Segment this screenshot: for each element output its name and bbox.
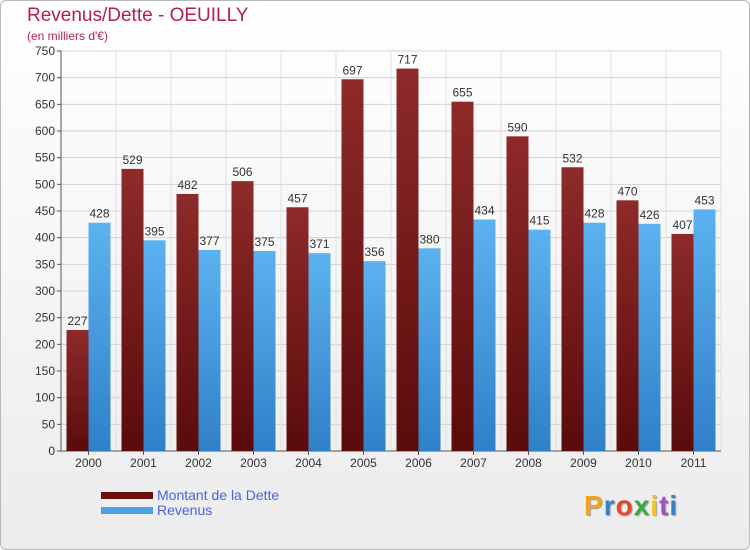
revenue-value-label: 428 — [584, 207, 604, 221]
logo-letter: o — [615, 490, 634, 521]
x-tick-label: 2001 — [130, 456, 157, 470]
y-tick-label: 350 — [35, 257, 55, 271]
x-tick-label: 2009 — [570, 456, 597, 470]
revenue-bar — [528, 229, 551, 451]
chart-title: Revenus/Dette - OEUILLY — [27, 5, 249, 26]
logo-letter: i — [669, 490, 679, 521]
debt-bar — [506, 136, 529, 452]
revenue-bar — [198, 249, 221, 451]
debt-value-label: 697 — [342, 63, 362, 77]
debt-value-label: 717 — [397, 53, 417, 67]
logo-letter: x — [633, 490, 651, 521]
y-tick-label: 450 — [35, 204, 55, 218]
y-tick-label: 100 — [35, 391, 55, 405]
y-tick-label: 50 — [42, 417, 56, 431]
y-tick-label: 0 — [48, 444, 55, 458]
revenue-bar — [363, 261, 386, 451]
logo-letter: r — [603, 490, 616, 521]
debt-bar — [286, 207, 309, 451]
debt-bar — [671, 233, 694, 451]
x-tick-label: 2006 — [405, 456, 432, 470]
debt-bar — [176, 193, 199, 451]
y-tick-label: 500 — [35, 177, 55, 191]
x-tick-label: 2003 — [240, 456, 267, 470]
x-tick-label: 2005 — [350, 456, 377, 470]
revenue-bar — [253, 251, 276, 451]
revenue-value-label: 371 — [309, 237, 329, 251]
debt-bar — [66, 329, 89, 451]
debt-value-label: 532 — [562, 151, 582, 165]
y-tick-label: 300 — [35, 284, 55, 298]
debt-value-label: 506 — [232, 165, 252, 179]
legend-swatch-revenus — [101, 507, 153, 514]
revenue-bar — [88, 222, 111, 451]
debt-bar — [341, 79, 364, 452]
debt-bar — [396, 68, 419, 451]
debt-value-label: 227 — [67, 314, 87, 328]
chart-subtitle: (en milliers d'€) — [27, 29, 108, 43]
logo-letter: P — [584, 490, 604, 521]
x-tick-label: 2004 — [295, 456, 322, 470]
revenue-value-label: 375 — [254, 235, 274, 249]
revenue-bar — [418, 248, 441, 451]
revenue-bar — [143, 240, 166, 451]
debt-value-label: 470 — [617, 184, 637, 198]
debt-value-label: 482 — [177, 178, 197, 192]
x-tick-label: 2008 — [515, 456, 542, 470]
x-tick-label: 2011 — [681, 456, 707, 470]
revenue-value-label: 377 — [199, 234, 219, 248]
debt-bar — [561, 167, 584, 451]
revenue-bar — [308, 253, 331, 451]
y-tick-label: 750 — [35, 44, 55, 58]
x-tick-label: 2010 — [625, 456, 652, 470]
logo-letter: i — [650, 490, 660, 521]
debt-value-label: 457 — [287, 191, 307, 205]
revenue-bar — [473, 219, 496, 451]
y-tick-label: 600 — [35, 124, 55, 138]
y-tick-label: 200 — [35, 337, 55, 351]
x-tick-label: 2007 — [460, 456, 487, 470]
debt-bar — [616, 200, 639, 451]
legend-label-revenus: Revenus — [157, 502, 213, 518]
x-tick-label: 2000 — [75, 456, 102, 470]
revenue-value-label: 356 — [364, 245, 384, 259]
revenue-value-label: 434 — [474, 204, 494, 218]
revenue-bar — [638, 223, 661, 451]
revenue-value-label: 380 — [419, 232, 439, 246]
debt-value-label: 529 — [122, 153, 142, 167]
debt-value-label: 655 — [452, 86, 472, 100]
legend-label-dette: Montant de la Dette — [157, 487, 280, 503]
debt-value-label: 407 — [672, 218, 692, 232]
proxiti-logo: Proxiti — [584, 490, 678, 522]
y-tick-label: 550 — [35, 151, 55, 165]
x-tick-label: 2002 — [185, 456, 212, 470]
y-tick-label: 700 — [35, 71, 55, 85]
revenue-value-label: 415 — [529, 214, 549, 228]
revenue-value-label: 395 — [144, 224, 164, 238]
debt-bar — [231, 181, 254, 451]
revenue-value-label: 428 — [89, 207, 109, 221]
revenue-bar — [693, 209, 716, 451]
revenue-value-label: 453 — [694, 193, 714, 207]
y-tick-label: 250 — [35, 311, 55, 325]
legend-swatch-dette — [101, 492, 153, 499]
logo-letter: t — [659, 490, 670, 521]
y-tick-label: 400 — [35, 231, 55, 245]
revenue-bar — [583, 222, 606, 451]
debt-bar — [121, 168, 144, 451]
y-tick-label: 150 — [35, 364, 55, 378]
y-tick-label: 650 — [35, 97, 55, 111]
debt-bar — [451, 101, 474, 452]
debt-value-label: 590 — [507, 120, 527, 134]
revenue-value-label: 426 — [639, 208, 659, 222]
